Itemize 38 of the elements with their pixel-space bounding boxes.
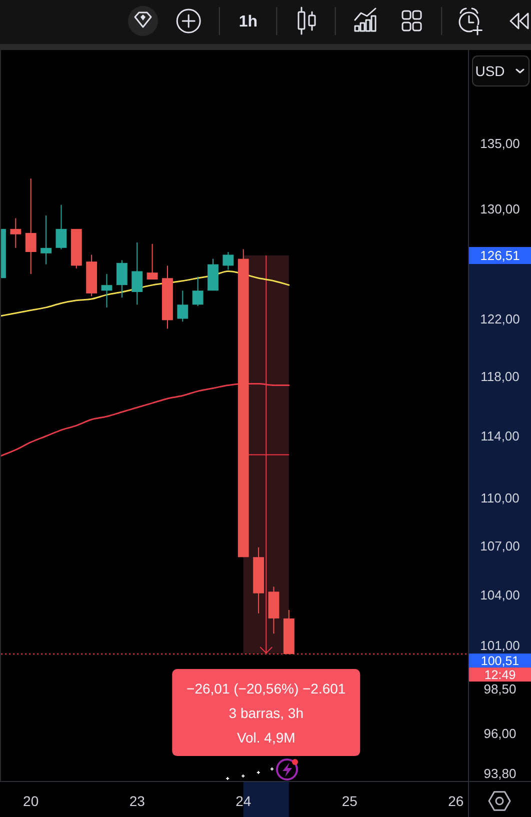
candlestick: [25, 178, 36, 274]
y-axis-title: USD: [475, 62, 505, 79]
y-tick-label: 96,00: [484, 726, 516, 742]
line-series: [1, 270, 290, 317]
candlestick: [10, 218, 22, 248]
candlestick: [192, 276, 204, 307]
annotation: 3 barras, 3h: [228, 704, 304, 721]
y-tick-label: 101,00: [480, 638, 520, 654]
y-tick-label: 114,00: [480, 428, 520, 444]
x-tick-label: 25: [342, 792, 358, 809]
line-series: [1, 383, 290, 457]
candlestick: [40, 215, 52, 265]
y-tick-label: 98,50: [484, 682, 516, 697]
candlestick: [101, 273, 112, 308]
x-tick-label: 20: [23, 792, 39, 809]
candlestick: [146, 243, 158, 280]
candlestick: [222, 251, 234, 270]
candlestick: [132, 242, 143, 306]
y-tick-label: 135,00: [480, 136, 520, 152]
annotation: Vol. 4,9M: [236, 729, 296, 746]
y-tick-label: 110,00: [480, 490, 520, 506]
x-tick-label: 24: [236, 792, 252, 809]
x-tick-label: 23: [129, 792, 146, 809]
annotation: −26,01 (−20,56%) −2.601: [186, 680, 346, 696]
x-tick-label: 26: [448, 792, 464, 809]
candlestick: [56, 204, 67, 250]
candlestick: [177, 290, 188, 322]
y-tick-label: 107,00: [480, 538, 520, 554]
y-tick-label: 118,00: [480, 369, 520, 384]
y-tick-label: 130,00: [480, 201, 520, 216]
text: 126,51: [480, 248, 520, 264]
ref-line-label: 100,51: [480, 654, 520, 668]
y-tick-label: 122,00: [480, 311, 520, 326]
y-tick-label: 104,00: [480, 588, 520, 603]
text: 1h: [238, 14, 258, 31]
text: 12:49: [484, 668, 516, 682]
y-tick-label: 93,80: [484, 766, 516, 782]
candlestick: [116, 260, 128, 298]
